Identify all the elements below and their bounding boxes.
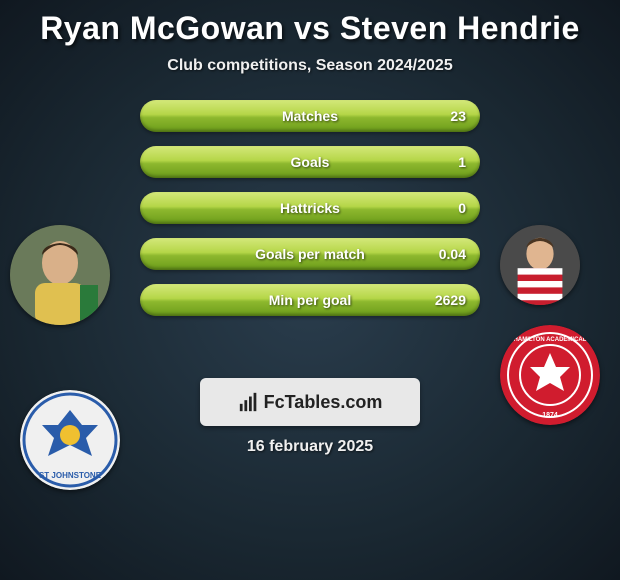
chart-icon [238,391,260,413]
stat-row: Goals 1 [140,146,480,178]
date-text: 16 february 2025 [0,438,620,456]
stat-row: Matches 23 [140,100,480,132]
brand-box: FcTables.com [200,378,420,426]
player1-avatar [10,225,110,325]
stat-row: Goals per match 0.04 [140,238,480,270]
comparison-content: Matches 23 Goals 1 Hattricks 0 Goals per… [0,100,620,350]
stat-bars: Matches 23 Goals 1 Hattricks 0 Goals per… [140,100,480,330]
stat-row: Min per goal 2629 [140,284,480,316]
stat-label: Min per goal [269,292,351,308]
svg-text:ST JOHNSTONE: ST JOHNSTONE [39,471,102,480]
stat-value: 2629 [435,292,466,308]
brand-text: FcTables.com [264,392,383,413]
stat-value: 23 [450,108,466,124]
stat-value: 0 [458,200,466,216]
player2-crest: HAMILTON ACADEMICAL 1874 [500,325,600,425]
stat-label: Matches [282,108,338,124]
stat-row: Hattricks 0 [140,192,480,224]
stat-label: Goals [291,154,330,170]
subtitle: Club competitions, Season 2024/2025 [0,57,620,75]
player2-avatar [500,225,580,305]
svg-text:1874: 1874 [542,412,558,419]
svg-text:HAMILTON ACADEMICAL: HAMILTON ACADEMICAL [514,337,587,343]
stat-value: 1 [458,154,466,170]
stat-label: Goals per match [255,246,365,262]
stat-value: 0.04 [439,246,466,262]
page-title: Ryan McGowan vs Steven Hendrie [0,0,620,47]
stat-label: Hattricks [280,200,340,216]
